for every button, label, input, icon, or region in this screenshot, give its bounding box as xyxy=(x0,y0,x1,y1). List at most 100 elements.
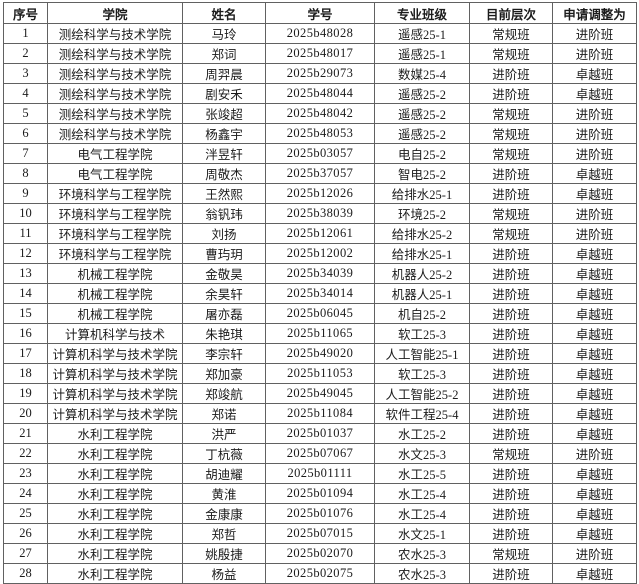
cell-requested-level: 卓越班 xyxy=(552,183,637,204)
cell-name: 杨鑫宇 xyxy=(182,123,266,144)
cell-requested-level: 卓越班 xyxy=(552,563,637,584)
table-head: 序号 学院 姓名 学号 专业班级 目前层次 申请调整为 xyxy=(3,2,637,24)
cell-student-id: 2025b48044 xyxy=(265,83,375,104)
cell-requested-level: 进阶班 xyxy=(552,123,637,144)
table-row: 19 计算机科学与技术学院 郑竣航 2025b49045 人工智能25-2 进阶班 卓越班 xyxy=(3,383,637,404)
cell-current-level: 进阶班 xyxy=(469,403,553,424)
cell-name: 杨益 xyxy=(182,563,266,584)
cell-college: 水利工程学院 xyxy=(47,523,183,544)
cell-index: 10 xyxy=(3,203,48,224)
cell-class: 机自25-2 xyxy=(374,303,470,324)
cell-current-level: 常规班 xyxy=(469,43,553,64)
cell-college: 计算机科学与技术学院 xyxy=(47,403,183,424)
cell-class: 水工25-5 xyxy=(374,463,470,484)
cell-class: 水工25-2 xyxy=(374,423,470,444)
cell-name: 黄淮 xyxy=(182,483,266,504)
cell-requested-level: 进阶班 xyxy=(552,443,637,464)
cell-index: 18 xyxy=(3,363,48,384)
cell-requested-level: 卓越班 xyxy=(552,83,637,104)
cell-index: 2 xyxy=(3,43,48,64)
cell-requested-level: 进阶班 xyxy=(552,543,637,564)
cell-college: 计算机科学与技术 xyxy=(47,323,183,344)
header-cell-college: 学院 xyxy=(47,2,183,24)
header-cell-name: 姓名 xyxy=(182,2,266,24)
table-row: 9 环境科学与工程学院 王然熙 2025b12026 给排水25-1 进阶班 卓越班 xyxy=(3,183,637,204)
cell-class: 机器人25-2 xyxy=(374,263,470,284)
cell-requested-level: 卓越班 xyxy=(552,283,637,304)
cell-current-level: 进阶班 xyxy=(469,483,553,504)
cell-college: 水利工程学院 xyxy=(47,443,183,464)
cell-name: 郑诺 xyxy=(182,403,266,424)
cell-requested-level: 卓越班 xyxy=(552,383,637,404)
cell-current-level: 进阶班 xyxy=(469,243,553,264)
cell-student-id: 2025b01037 xyxy=(265,423,375,444)
cell-student-id: 2025b01076 xyxy=(265,503,375,524)
cell-index: 27 xyxy=(3,543,48,564)
cell-current-level: 进阶班 xyxy=(469,503,553,524)
cell-current-level: 进阶班 xyxy=(469,423,553,444)
table-row: 21 水利工程学院 洪严 2025b01037 水工25-2 进阶班 卓越班 xyxy=(3,423,637,444)
header-cell-index: 序号 xyxy=(3,2,48,24)
cell-student-id: 2025b12061 xyxy=(265,223,375,244)
cell-student-id: 2025b49045 xyxy=(265,383,375,404)
cell-student-id: 2025b48028 xyxy=(265,23,375,44)
cell-class: 水文25-3 xyxy=(374,443,470,464)
cell-college: 环境科学与工程学院 xyxy=(47,183,183,204)
cell-current-level: 进阶班 xyxy=(469,323,553,344)
cell-class: 给排水25-1 xyxy=(374,183,470,204)
cell-class: 人工智能25-2 xyxy=(374,383,470,404)
cell-class: 水工25-4 xyxy=(374,483,470,504)
header-cell-student-id: 学号 xyxy=(265,2,375,24)
cell-student-id: 2025b12026 xyxy=(265,183,375,204)
cell-current-level: 进阶班 xyxy=(469,303,553,324)
cell-requested-level: 进阶班 xyxy=(552,223,637,244)
cell-student-id: 2025b29073 xyxy=(265,63,375,84)
cell-requested-level: 进阶班 xyxy=(552,203,637,224)
table-row: 17 计算机科学与技术学院 李宗轩 2025b49020 人工智能25-1 进阶班 卓越班 xyxy=(3,343,637,364)
cell-index: 8 xyxy=(3,163,48,184)
header-cell-class: 专业班级 xyxy=(374,2,470,24)
cell-requested-level: 卓越班 xyxy=(552,303,637,324)
cell-college: 测绘科学与技术学院 xyxy=(47,43,183,64)
cell-name: 翁钒玮 xyxy=(182,203,266,224)
cell-current-level: 进阶班 xyxy=(469,163,553,184)
cell-student-id: 2025b02070 xyxy=(265,543,375,564)
table-row: 10 环境科学与工程学院 翁钒玮 2025b38039 环境25-2 常规班 进阶班 xyxy=(3,203,637,224)
cell-requested-level: 卓越班 xyxy=(552,363,637,384)
cell-name: 胡迪耀 xyxy=(182,463,266,484)
cell-index: 19 xyxy=(3,383,48,404)
cell-class: 水文25-1 xyxy=(374,523,470,544)
table-row: 27 水利工程学院 姚殷捷 2025b02070 农水25-3 常规班 进阶班 xyxy=(3,543,637,564)
cell-index: 16 xyxy=(3,323,48,344)
cell-index: 6 xyxy=(3,123,48,144)
table-row: 22 水利工程学院 丁杭薇 2025b07067 水文25-3 常规班 进阶班 xyxy=(3,443,637,464)
cell-current-level: 常规班 xyxy=(469,143,553,164)
table-row: 1 测绘科学与技术学院 马玲 2025b48028 遥感25-1 常规班 进阶班 xyxy=(3,23,637,44)
cell-student-id: 2025b07015 xyxy=(265,523,375,544)
cell-student-id: 2025b48017 xyxy=(265,43,375,64)
cell-class: 电自25-2 xyxy=(374,143,470,164)
cell-college: 水利工程学院 xyxy=(47,463,183,484)
cell-index: 1 xyxy=(3,23,48,44)
table-row: 4 测绘科学与技术学院 剧安禾 2025b48044 遥感25-2 进阶班 卓越班 xyxy=(3,83,637,104)
cell-requested-level: 卓越班 xyxy=(552,483,637,504)
cell-college: 水利工程学院 xyxy=(47,503,183,524)
table-row: 14 机械工程学院 余昊轩 2025b34014 机器人25-1 进阶班 卓越班 xyxy=(3,283,637,304)
cell-name: 郑加豪 xyxy=(182,363,266,384)
cell-current-level: 进阶班 xyxy=(469,463,553,484)
cell-student-id: 2025b01094 xyxy=(265,483,375,504)
cell-college: 机械工程学院 xyxy=(47,263,183,284)
cell-name: 李宗轩 xyxy=(182,343,266,364)
cell-current-level: 进阶班 xyxy=(469,63,553,84)
cell-requested-level: 卓越班 xyxy=(552,323,637,344)
table-row: 8 电气工程学院 周敬杰 2025b37057 智电25-2 进阶班 卓越班 xyxy=(3,163,637,184)
cell-class: 环境25-2 xyxy=(374,203,470,224)
cell-requested-level: 进阶班 xyxy=(552,103,637,124)
cell-student-id: 2025b38039 xyxy=(265,203,375,224)
cell-name: 马玲 xyxy=(182,23,266,44)
cell-name: 姚殷捷 xyxy=(182,543,266,564)
table-row: 15 机械工程学院 屠亦磊 2025b06045 机自25-2 进阶班 卓越班 xyxy=(3,303,637,324)
cell-college: 计算机科学与技术学院 xyxy=(47,383,183,404)
table-header-row: 序号 学院 姓名 学号 专业班级 目前层次 申请调整为 xyxy=(3,2,637,24)
cell-class: 水工25-4 xyxy=(374,503,470,524)
